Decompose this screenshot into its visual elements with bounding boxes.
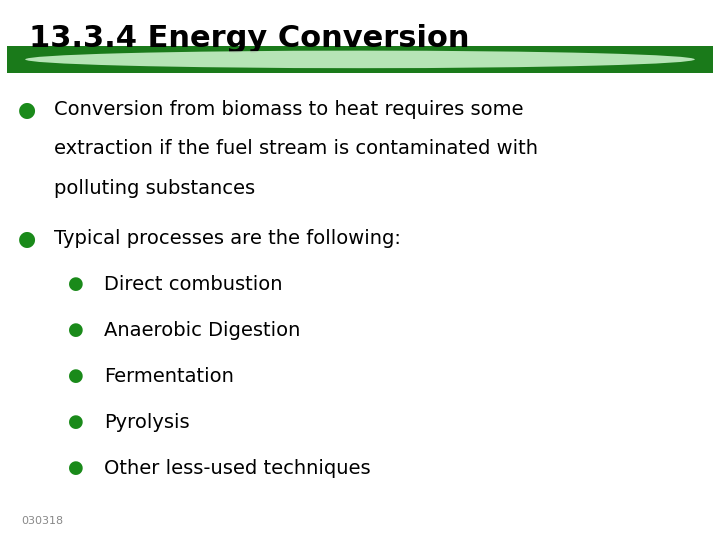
- Text: 030318: 030318: [22, 516, 64, 526]
- Text: Pyrolysis: Pyrolysis: [104, 413, 190, 432]
- Text: Fermentation: Fermentation: [104, 367, 234, 386]
- Text: Direct combustion: Direct combustion: [104, 275, 283, 294]
- Text: 13.3.4 Energy Conversion: 13.3.4 Energy Conversion: [29, 24, 469, 53]
- Text: ●: ●: [68, 367, 84, 385]
- Text: ●: ●: [68, 459, 84, 477]
- Text: Conversion from biomass to heat requires some: Conversion from biomass to heat requires…: [54, 100, 523, 119]
- Text: ●: ●: [68, 321, 84, 339]
- FancyBboxPatch shape: [7, 46, 713, 73]
- Text: polluting substances: polluting substances: [54, 179, 255, 198]
- Ellipse shape: [25, 51, 695, 68]
- Text: Typical processes are the following:: Typical processes are the following:: [54, 230, 401, 248]
- Text: ●: ●: [68, 413, 84, 431]
- Text: Anaerobic Digestion: Anaerobic Digestion: [104, 321, 301, 340]
- Text: extraction if the fuel stream is contaminated with: extraction if the fuel stream is contami…: [54, 139, 538, 158]
- Text: Other less-used techniques: Other less-used techniques: [104, 459, 371, 478]
- Text: ●: ●: [18, 100, 36, 120]
- Text: ●: ●: [18, 230, 36, 249]
- Text: ●: ●: [68, 275, 84, 293]
